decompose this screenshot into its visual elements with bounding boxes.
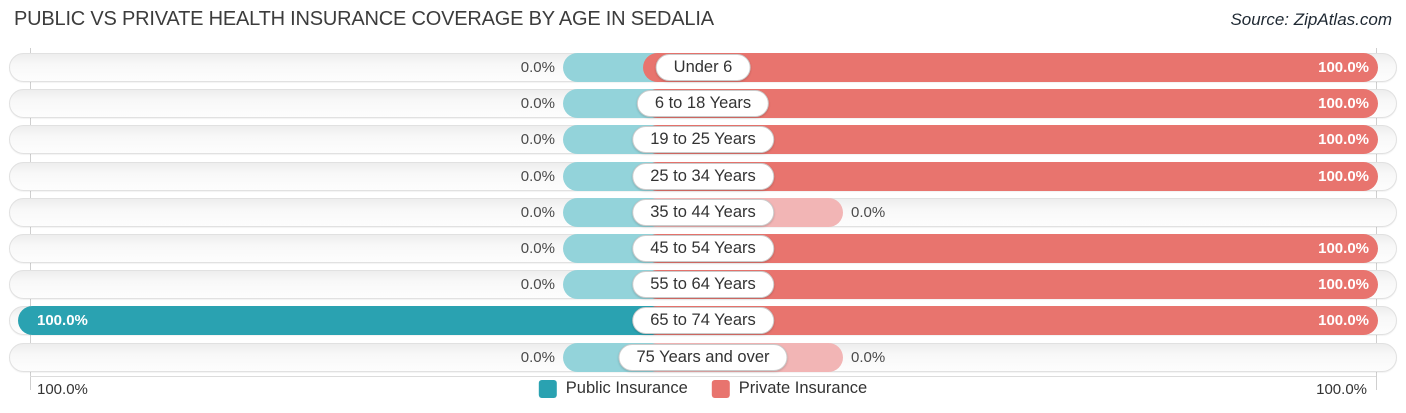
private-value-label: 0.0% bbox=[851, 204, 886, 221]
category-label: 19 to 25 Years bbox=[650, 130, 756, 148]
chart-row: 100.0% 0.0% 25 to 34 Years bbox=[0, 162, 1406, 191]
x-axis-right-label: 100.0% bbox=[1316, 381, 1367, 398]
legend-item-private: Private Insurance bbox=[711, 379, 868, 398]
category-label: 35 to 44 Years bbox=[650, 203, 756, 221]
axis-baseline bbox=[30, 376, 1376, 377]
private-value-inside: 100.0% bbox=[1318, 59, 1369, 76]
category-label: Under 6 bbox=[673, 58, 733, 76]
public-value-label: 0.0% bbox=[520, 240, 555, 257]
public-value-inside: 100.0% bbox=[37, 312, 88, 329]
legend-item-public: Public Insurance bbox=[538, 379, 688, 398]
public-value-label: 0.0% bbox=[520, 168, 555, 185]
source-attribution: Source: ZipAtlas.com bbox=[1230, 10, 1392, 29]
chart-row: 100.0% 0.0% 55 to 64 Years bbox=[0, 270, 1406, 299]
private-insurance-swatch bbox=[711, 379, 730, 398]
legend-label-public: Public Insurance bbox=[565, 379, 688, 397]
private-value-inside: 100.0% bbox=[1318, 95, 1369, 112]
category-pill: 75 Years and over bbox=[618, 344, 788, 371]
public-value-label: 0.0% bbox=[520, 204, 555, 221]
legend-label-private: Private Insurance bbox=[738, 379, 868, 397]
private-value-inside: 100.0% bbox=[1318, 240, 1369, 257]
category-pill: 25 to 34 Years bbox=[632, 163, 774, 190]
category-label: 55 to 64 Years bbox=[650, 275, 756, 293]
x-axis-left-label: 100.0% bbox=[37, 381, 88, 398]
chart-row: 100.0% 100.0% 65 to 74 Years bbox=[0, 306, 1406, 335]
chart-title: PUBLIC VS PRIVATE HEALTH INSURANCE COVER… bbox=[14, 8, 714, 30]
category-pill: 19 to 25 Years bbox=[632, 126, 774, 153]
category-pill: 65 to 74 Years bbox=[632, 307, 774, 334]
private-bar: 100.0% bbox=[643, 53, 1378, 82]
chart-row: 0.0% 0.0% 35 to 44 Years bbox=[0, 198, 1406, 227]
public-value-label: 0.0% bbox=[520, 95, 555, 112]
private-value-label: 0.0% bbox=[851, 349, 886, 366]
category-pill: 45 to 54 Years bbox=[632, 235, 774, 262]
chart-rows: 100.0% 0.0% Under 6 100.0% 0.0% 6 to 18 … bbox=[0, 53, 1406, 383]
category-label: 45 to 54 Years bbox=[650, 239, 756, 257]
category-label: 6 to 18 Years bbox=[654, 94, 752, 112]
category-pill: 55 to 64 Years bbox=[632, 271, 774, 298]
category-label: 75 Years and over bbox=[636, 348, 770, 366]
chart-row: 0.0% 0.0% 75 Years and over bbox=[0, 343, 1406, 372]
private-value-inside: 100.0% bbox=[1318, 131, 1369, 148]
legend: Public Insurance Private Insurance bbox=[538, 379, 868, 398]
chart-row: 100.0% 0.0% 6 to 18 Years bbox=[0, 89, 1406, 118]
category-pill: 6 to 18 Years bbox=[636, 90, 770, 117]
public-value-label: 0.0% bbox=[520, 131, 555, 148]
category-pill: 35 to 44 Years bbox=[632, 199, 774, 226]
chart-row: 100.0% 0.0% Under 6 bbox=[0, 53, 1406, 82]
category-label: 25 to 34 Years bbox=[650, 167, 756, 185]
private-value-inside: 100.0% bbox=[1318, 168, 1369, 185]
private-value-inside: 100.0% bbox=[1318, 312, 1369, 329]
category-pill: Under 6 bbox=[655, 54, 751, 81]
public-insurance-swatch bbox=[538, 379, 557, 398]
public-value-label: 0.0% bbox=[520, 349, 555, 366]
chart-row: 100.0% 0.0% 19 to 25 Years bbox=[0, 125, 1406, 154]
private-value-inside: 100.0% bbox=[1318, 276, 1369, 293]
public-bar: 100.0% bbox=[18, 306, 703, 335]
public-value-label: 0.0% bbox=[520, 59, 555, 76]
public-value-label: 0.0% bbox=[520, 276, 555, 293]
chart-row: 100.0% 0.0% 45 to 54 Years bbox=[0, 234, 1406, 263]
category-label: 65 to 74 Years bbox=[650, 311, 756, 329]
